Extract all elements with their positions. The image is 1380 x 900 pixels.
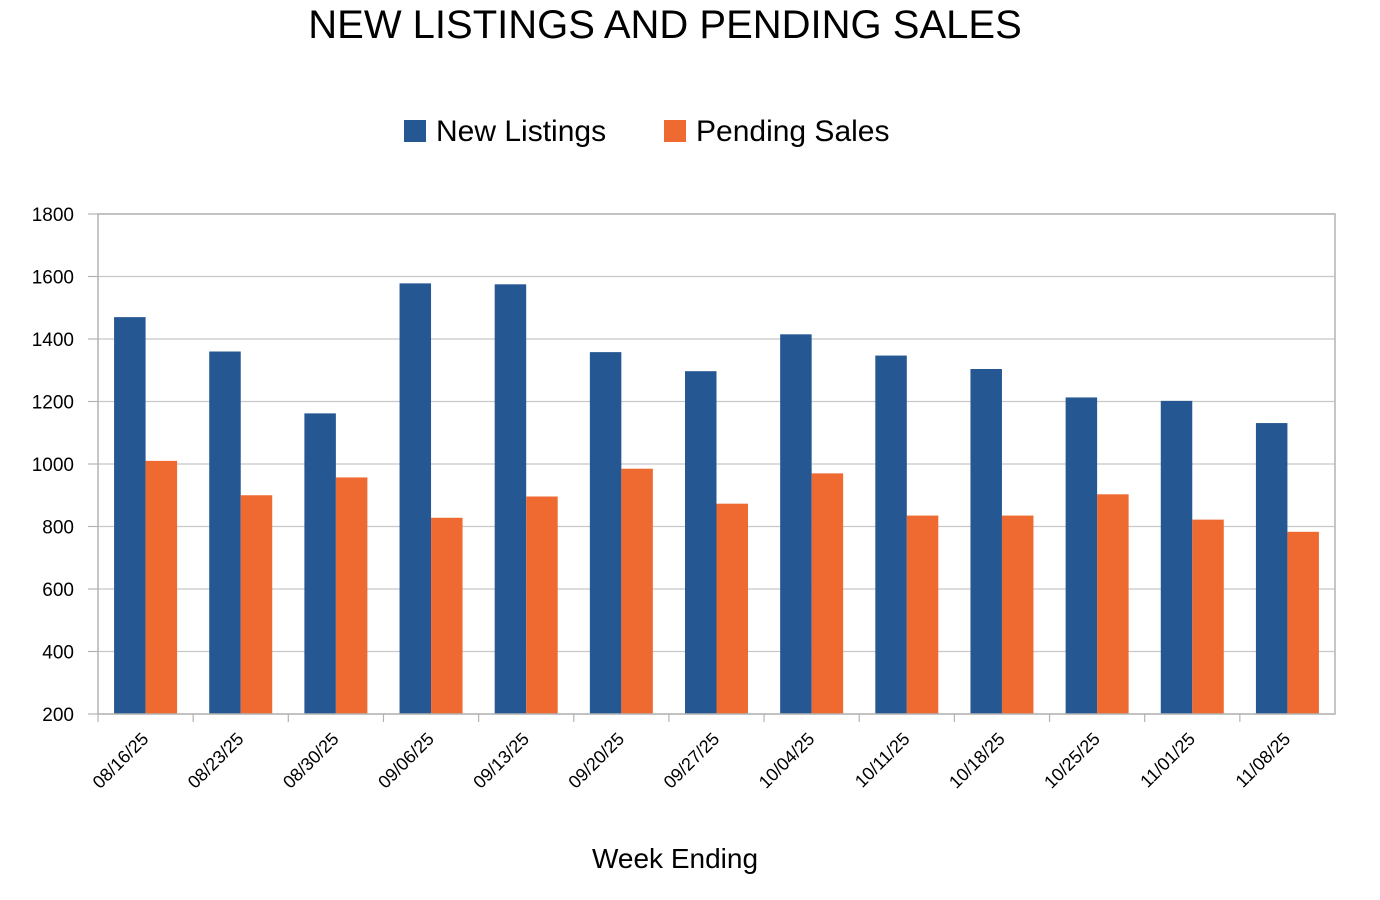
y-tick-label: 1400 [32,330,74,351]
y-tick-label: 600 [42,580,74,601]
y-tick-label: 800 [42,518,74,539]
legend-swatch-pending-sales [664,120,686,142]
bar-new-listings-1 [209,351,241,714]
x-tick-label: 10/18/25 [945,729,1009,793]
legend: New Listings Pending Sales [404,115,889,148]
bar-pending-sales-1 [240,495,273,714]
bar-pending-sales-4 [526,496,558,714]
legend-swatch-new-listings [404,120,426,142]
bar-pending-sales-7 [811,473,844,714]
y-tick-label: 400 [42,643,74,664]
bar-pending-sales-6 [716,503,748,714]
bar-pending-sales-11 [1192,519,1224,714]
x-axis-ticks: 08/16/25 08/23/25 08/30/25 09/06/25 09/13/25… [89,714,1295,793]
x-tick-label: 08/30/25 [279,729,343,793]
bar-new-listings-0 [114,317,146,714]
x-tick-label: 10/11/25 [851,729,914,792]
x-tick-label: 09/20/25 [564,729,628,793]
y-tick-label: 200 [42,705,74,726]
bar-new-listings-3 [399,283,432,714]
y-tick-label: 1200 [32,393,74,414]
bar-new-listings-8 [875,355,907,714]
bar-pending-sales-9 [1001,515,1034,714]
bar-new-listings-2 [304,413,336,714]
x-tick-label: 11/08/25 [1232,729,1295,792]
bar-pending-sales-8 [906,515,939,714]
bar-pending-sales-10 [1097,494,1129,714]
bar-pending-sales-2 [335,477,368,714]
bar-pending-sales-3 [431,517,463,714]
x-tick-label: 09/06/25 [374,729,438,793]
bar-new-listings-7 [780,334,812,714]
x-tick-label: 08/23/25 [184,729,248,793]
x-tick-label: 11/01/25 [1136,729,1199,792]
x-tick-label: 08/16/25 [89,729,153,793]
x-tick-label: 09/13/25 [469,729,533,793]
bar-new-listings-12 [1255,423,1288,714]
bar-new-listings-10 [1065,397,1098,714]
y-tick-label: 1000 [32,455,74,476]
y-axis-ticks: 200 400 600 800 1000 1200 1400 1600 1800 [32,205,98,726]
x-tick-label: 09/27/25 [660,729,724,793]
bar-new-listings-11 [1160,400,1193,714]
legend-label-new-listings: New Listings [436,115,606,148]
bar-new-listings-6 [685,371,717,714]
y-tick-label: 1800 [32,205,74,226]
bar-pending-sales-5 [621,468,653,714]
bar-pending-sales-12 [1287,531,1319,714]
bar-new-listings-5 [589,352,622,714]
x-axis-label: Week Ending [592,843,758,874]
x-tick-label: 10/04/25 [755,729,819,793]
legend-label-pending-sales: Pending Sales [696,115,889,148]
plot-area-frame [97,213,1336,715]
y-tick-label: 1600 [32,268,74,289]
bar-pending-sales-0 [145,460,178,714]
bar-new-listings-9 [970,369,1002,714]
chart-title: NEW LISTINGS AND PENDING SALES [308,3,1022,47]
x-tick-label: 10/25/25 [1040,729,1104,793]
bar-new-listings-4 [494,284,527,714]
bars [114,283,1319,714]
